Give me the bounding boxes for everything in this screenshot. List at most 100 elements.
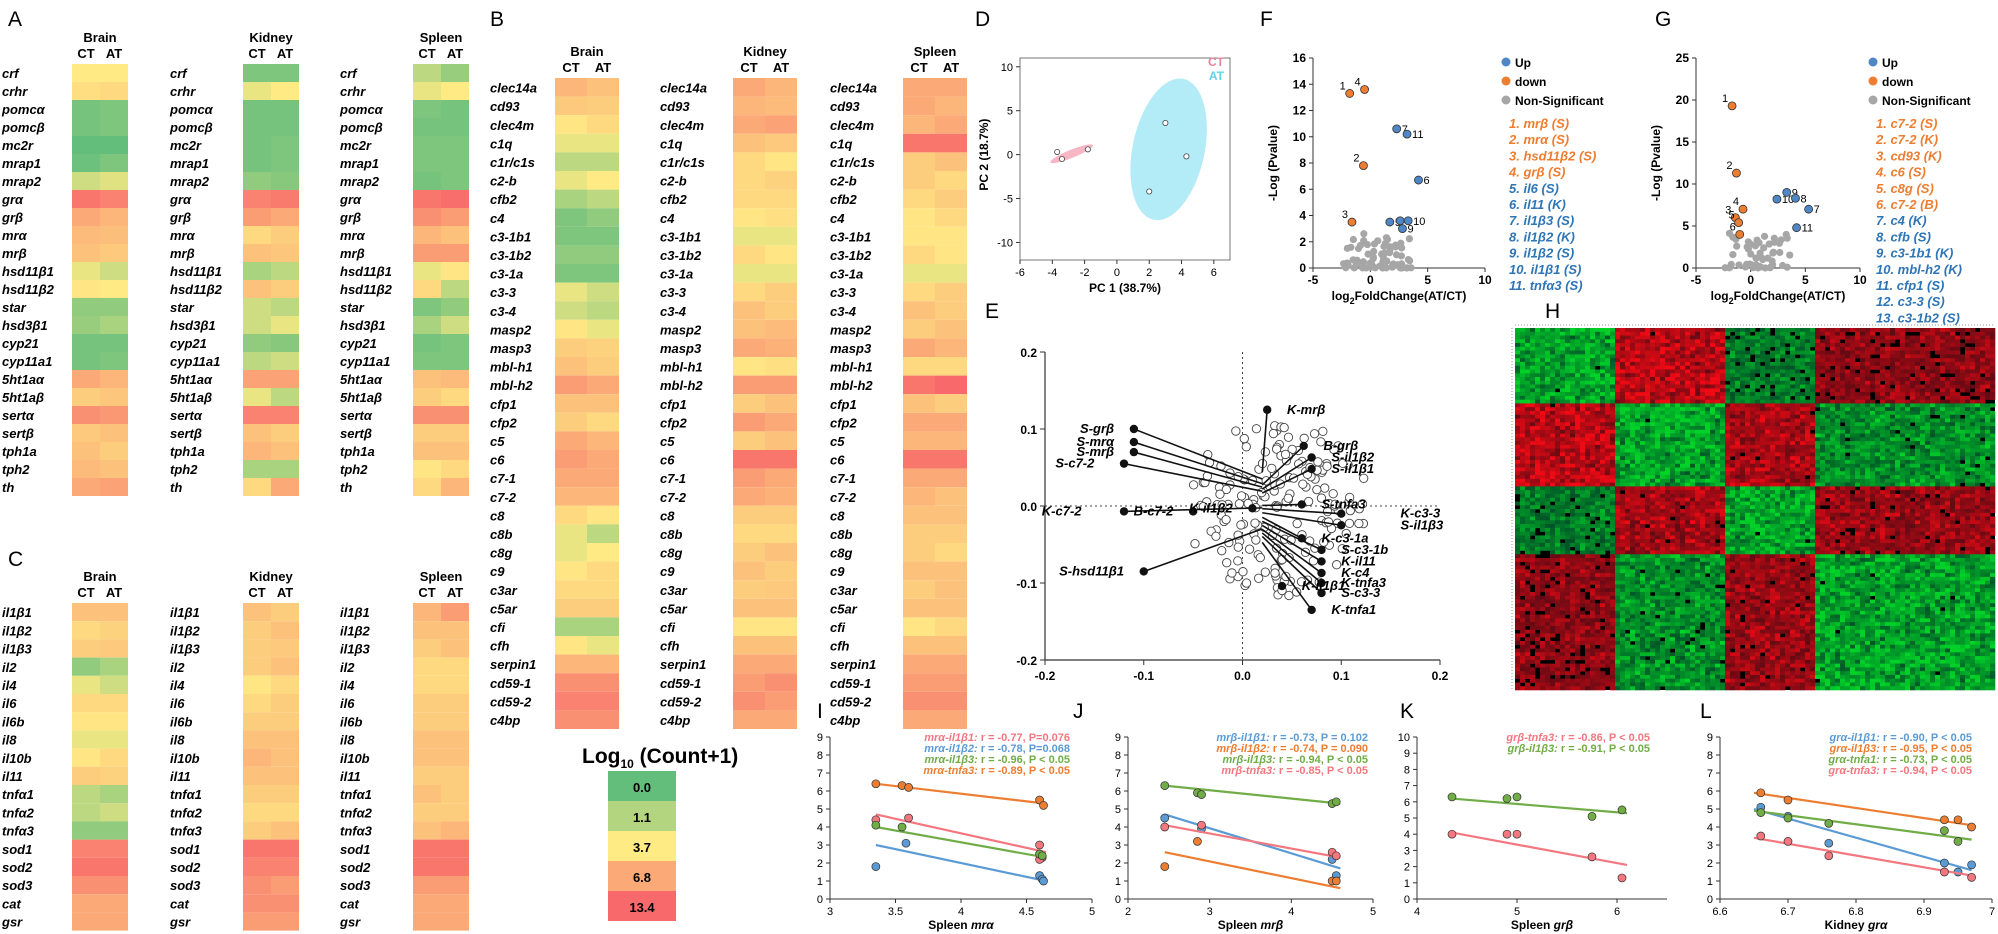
correlation-cell: [1865, 441, 1871, 446]
gene-label: cd59-1: [490, 676, 531, 691]
correlation-cell: [1985, 343, 1991, 348]
gene-label: hsd11β1: [2, 264, 54, 279]
correlation-cell: [1865, 399, 1871, 404]
correlation-cell: [1680, 392, 1686, 397]
correlation-cell: [1965, 377, 1971, 382]
x-axis-label: PC 1 (38.7%): [1089, 281, 1161, 295]
correlation-cell: [1565, 429, 1571, 434]
gene-label: cd59-1: [830, 676, 871, 691]
correlation-cell: [1760, 418, 1766, 423]
correlation-cell: [1900, 365, 1906, 370]
correlation-cell: [1865, 358, 1871, 363]
correlation-cell: [1580, 380, 1586, 385]
correlation-cell: [1665, 377, 1671, 382]
correlation-cell: [1990, 384, 1996, 389]
correlation-cell: [1660, 407, 1666, 412]
correlation-cell: [1645, 346, 1651, 351]
correlation-cell: [1720, 365, 1726, 370]
correlation-cell: [1745, 452, 1751, 457]
correlation-cell: [1690, 448, 1696, 453]
correlation-cell: [1820, 407, 1826, 412]
correlation-cell: [1890, 463, 1896, 468]
correlation-cell: [1865, 471, 1871, 476]
heatmap-cell: [100, 603, 128, 622]
correlation-cell: [1535, 403, 1541, 408]
heatmap-cell: [271, 262, 299, 280]
heatmap-cell: [72, 730, 100, 749]
correlation-cell: [1630, 463, 1636, 468]
correlation-cell: [1625, 441, 1631, 446]
correlation-cell: [1960, 463, 1966, 468]
correlation-cell: [1990, 377, 1996, 382]
correlation-cell: [1585, 414, 1591, 419]
correlation-cell: [1535, 328, 1541, 333]
tissue-header: Kidney: [249, 569, 293, 584]
gene-label: c5ar: [490, 601, 518, 616]
correlation-cell: [1650, 384, 1656, 389]
non-significant-point: [1406, 257, 1414, 265]
correlation-cell: [1735, 328, 1741, 333]
correlation-cell: [1700, 380, 1706, 385]
correlation-cell: [1760, 346, 1766, 351]
correlation-cell: [1885, 448, 1891, 453]
correlation-cell: [1520, 444, 1526, 449]
correlation-cell: [1685, 410, 1691, 416]
correlation-cell: [1950, 384, 1956, 389]
correlation-cell: [1805, 350, 1811, 355]
correlation-cell: [1540, 388, 1546, 393]
correlation-cell: [1875, 392, 1881, 397]
gene-label: cat: [2, 896, 21, 911]
correlation-cell: [1690, 365, 1696, 370]
correlation-cell: [1950, 377, 1956, 382]
correlation-cell: [1560, 361, 1566, 367]
correlation-cell: [1940, 350, 1946, 355]
correlation-cell: [1535, 358, 1541, 363]
correlation-cell: [1775, 418, 1781, 423]
correlation-cell: [1680, 433, 1686, 438]
correlation-cell: [1890, 392, 1896, 397]
correlation-cell: [1745, 365, 1751, 370]
correlation-cell: [1750, 346, 1756, 351]
correlation-cell: [1600, 426, 1606, 431]
correlation-cell: [1975, 380, 1981, 385]
correlation-cell: [1820, 399, 1826, 404]
heatmap-cell: [555, 264, 587, 283]
correlation-cell: [1885, 339, 1891, 344]
correlation-cell: [1915, 418, 1921, 423]
correlation-cell: [1640, 441, 1646, 446]
gene-label: hsd11β1: [340, 264, 392, 279]
correlation-cell: [1635, 418, 1641, 423]
correlation-cell: [1565, 444, 1571, 449]
correlation-cell: [1790, 373, 1796, 378]
gene-label: mbl-h2: [490, 378, 533, 393]
correlation-cell: [1695, 467, 1701, 472]
correlation-cell: [1920, 448, 1926, 453]
correlation-cell: [1755, 429, 1761, 434]
correlation-cell: [1690, 350, 1696, 355]
correlation-cell: [1970, 346, 1976, 351]
correlation-cell: [1900, 361, 1906, 367]
correlation-cell: [1740, 475, 1746, 480]
correlation-cell: [1840, 414, 1846, 419]
correlation-cell: [1820, 426, 1826, 431]
correlation-cell: [1720, 380, 1726, 385]
correlation-cell: [1730, 392, 1736, 397]
correlation-cell: [1700, 414, 1706, 419]
correlation-cell: [1850, 437, 1856, 442]
correlation-cell: [1960, 429, 1966, 434]
correlation-cell: [1950, 448, 1956, 453]
heatmap-cell: [555, 617, 587, 636]
correlation-cell: [1590, 475, 1596, 480]
correlation-cell: [1740, 433, 1746, 438]
heatmap-cell: [72, 424, 100, 442]
correlation-cell: [1615, 373, 1621, 378]
correlation-cell: [1970, 358, 1976, 363]
correlation-cell: [1875, 456, 1881, 461]
correlation-cell: [1630, 354, 1636, 359]
correlation-cell: [1815, 373, 1821, 378]
correlation-cell: [1555, 426, 1561, 431]
correlation-cell: [1830, 399, 1836, 404]
gene-point: [1338, 458, 1348, 468]
heatmap-cell: [765, 412, 797, 432]
correlation-cell: [1655, 392, 1661, 397]
